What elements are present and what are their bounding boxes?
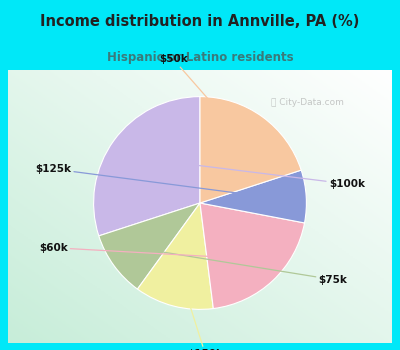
Text: $125k: $125k [35,164,276,198]
Wedge shape [94,97,200,236]
Wedge shape [138,203,213,309]
Wedge shape [200,170,306,223]
Text: ⓘ City-Data.com: ⓘ City-Data.com [271,98,344,107]
Text: $50k: $50k [159,54,245,141]
Wedge shape [99,203,200,289]
Text: Hispanic or Latino residents: Hispanic or Latino residents [107,51,293,64]
Text: $75k: $75k [138,248,348,285]
Text: $100k: $100k [138,158,365,189]
Text: $60k: $60k [39,243,252,259]
Wedge shape [200,203,304,309]
Text: $150k: $150k [181,277,223,350]
Wedge shape [200,97,301,203]
Text: Income distribution in Annville, PA (%): Income distribution in Annville, PA (%) [40,14,360,28]
